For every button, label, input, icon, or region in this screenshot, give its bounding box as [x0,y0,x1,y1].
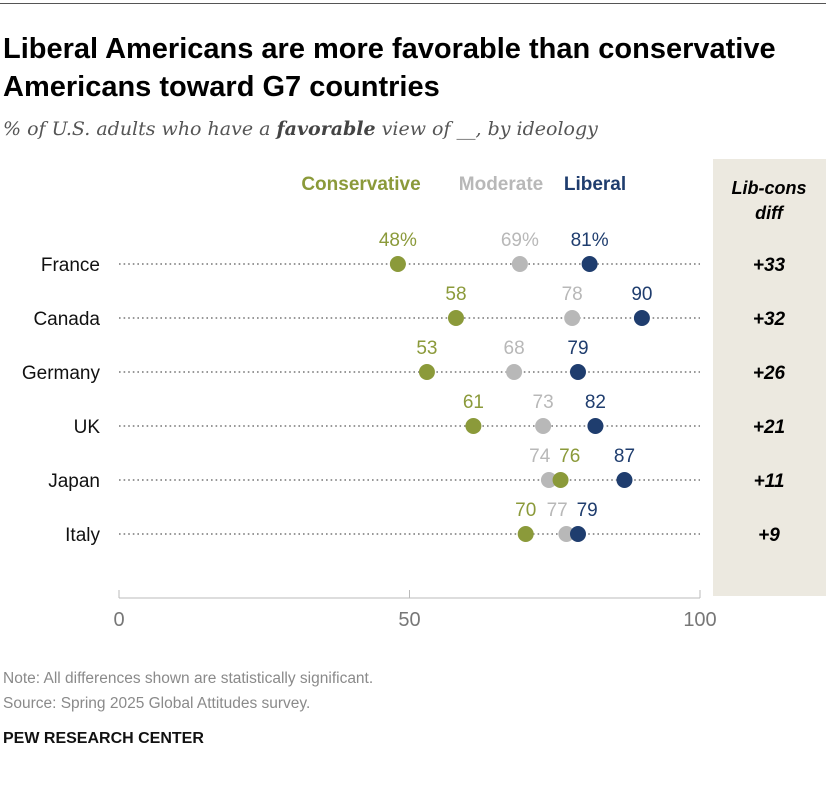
diff-header-line2: diff [755,203,785,223]
category-label-italy: Italy [65,525,100,546]
value-label-uk-liberal: 82 [585,392,606,413]
subtitle-post: view of __, by ideology [375,118,598,140]
dot-uk-liberal [587,418,604,434]
dot-france-moderate [511,256,528,272]
chart-subtitle: % of U.S. adults who have a favorable vi… [3,118,598,140]
legend-conservative: Conservative [301,174,420,195]
value-label-japan-conservative: 76 [559,446,580,467]
diff-panel [713,159,826,596]
diff-value-japan: +11 [754,471,785,492]
dot-france-liberal [581,256,598,272]
dot-canada-conservative [447,310,464,326]
top-rule [0,3,826,4]
category-label-germany: Germany [22,363,101,384]
subtitle-bold: favorable [276,118,376,140]
dot-france-conservative [389,256,406,272]
value-label-canada-conservative: 58 [445,284,466,305]
category-label-canada: Canada [33,309,100,330]
dot-canada-liberal [633,310,650,326]
diff-header-line1: Lib-cons [732,178,807,198]
dot-japan-liberal [616,472,633,488]
dot-canada-moderate [564,310,581,326]
value-label-italy-liberal: 79 [577,500,598,521]
chart-title: Liberal Americans are more favorable tha… [3,33,776,103]
value-label-italy-moderate: 77 [547,500,568,521]
dot-germany-moderate [506,364,523,380]
x-tick-label-100: 100 [683,609,716,631]
value-label-canada-moderate: 78 [562,284,583,305]
value-label-france-moderate: 69% [501,230,539,251]
value-label-italy-conservative: 70 [515,500,536,521]
pew-credit: PEW RESEARCH CENTER [3,730,204,747]
category-label-uk: UK [74,417,101,438]
category-label-france: France [41,255,100,276]
legend-liberal: Liberal [564,174,626,195]
value-label-uk-moderate: 73 [533,392,554,413]
dot-germany-conservative [418,364,435,380]
dot-uk-moderate [535,418,552,434]
footnotes: Note: All differences shown are statisti… [3,666,373,716]
value-label-germany-moderate: 68 [504,338,525,359]
dot-uk-conservative [465,418,482,434]
diff-value-uk: +21 [753,417,785,438]
dot-plot: Lib-cons diff Conservative Moderate Liberal 0… [22,159,826,631]
value-label-france-conservative: 48% [379,230,417,251]
dot-japan-conservative [552,472,569,488]
note-text: Note: All differences shown are statisti… [3,670,374,687]
dot-japan-moderate [540,472,557,488]
dot-italy-conservative [517,526,534,542]
dot-italy-liberal [569,526,586,542]
x-tick-label-50: 50 [398,609,420,631]
value-label-france-liberal: 81% [571,230,609,251]
diff-value-france: +33 [753,255,786,276]
subtitle-pre: % of U.S. adults who have a [3,118,277,140]
value-label-uk-conservative: 61 [463,392,484,413]
x-tick-label-0: 0 [113,609,124,631]
value-label-japan-moderate: 74 [529,446,551,467]
value-label-canada-liberal: 90 [631,284,652,305]
diff-value-italy: +9 [758,525,780,546]
category-label-japan: Japan [48,471,100,492]
legend-moderate: Moderate [459,174,543,195]
source-text: Source: Spring 2025 Global Attitudes sur… [3,695,311,712]
dot-germany-liberal [569,364,586,380]
dot-italy-moderate [558,526,575,542]
value-label-germany-liberal: 79 [567,338,588,359]
value-label-germany-conservative: 53 [416,338,437,359]
diff-value-germany: +26 [753,363,786,384]
diff-value-canada: +32 [753,309,786,330]
value-label-japan-liberal: 87 [614,446,635,467]
